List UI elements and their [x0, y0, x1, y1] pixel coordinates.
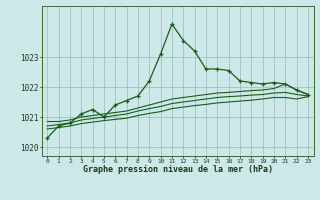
- X-axis label: Graphe pression niveau de la mer (hPa): Graphe pression niveau de la mer (hPa): [83, 165, 273, 174]
